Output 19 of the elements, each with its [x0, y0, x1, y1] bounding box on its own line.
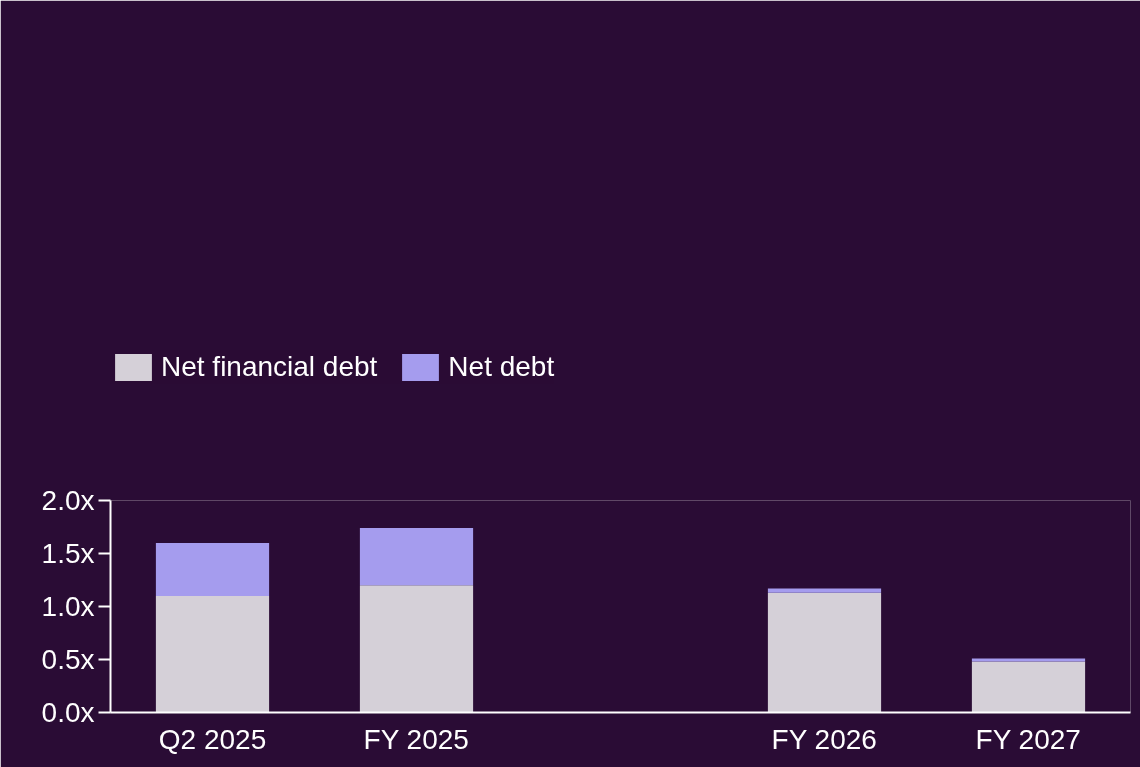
bar	[155, 595, 270, 713]
y-tick-label: 1.5x	[41, 538, 95, 569]
x-tick-label: FY 2025	[363, 723, 469, 755]
bar	[359, 585, 474, 713]
y-tick-label: 0.0x	[41, 697, 95, 728]
bar	[971, 661, 1086, 713]
bar	[155, 542, 270, 596]
legend-label: Net financial debt	[161, 350, 378, 383]
y-tick-label: 2.0x	[41, 485, 95, 516]
x-tick-label: FY 2026	[771, 723, 877, 755]
bar	[767, 588, 882, 593]
x-tick-label: Q2 2025	[158, 723, 267, 755]
y-tick-label: 0.5x	[41, 644, 95, 675]
y-tick-label: 1.0x	[41, 591, 95, 622]
legend-label: Net debt	[448, 350, 555, 383]
bar	[359, 528, 474, 586]
bar	[971, 658, 1086, 662]
x-tick-label: FY 2027	[975, 723, 1081, 755]
bar	[767, 592, 882, 713]
